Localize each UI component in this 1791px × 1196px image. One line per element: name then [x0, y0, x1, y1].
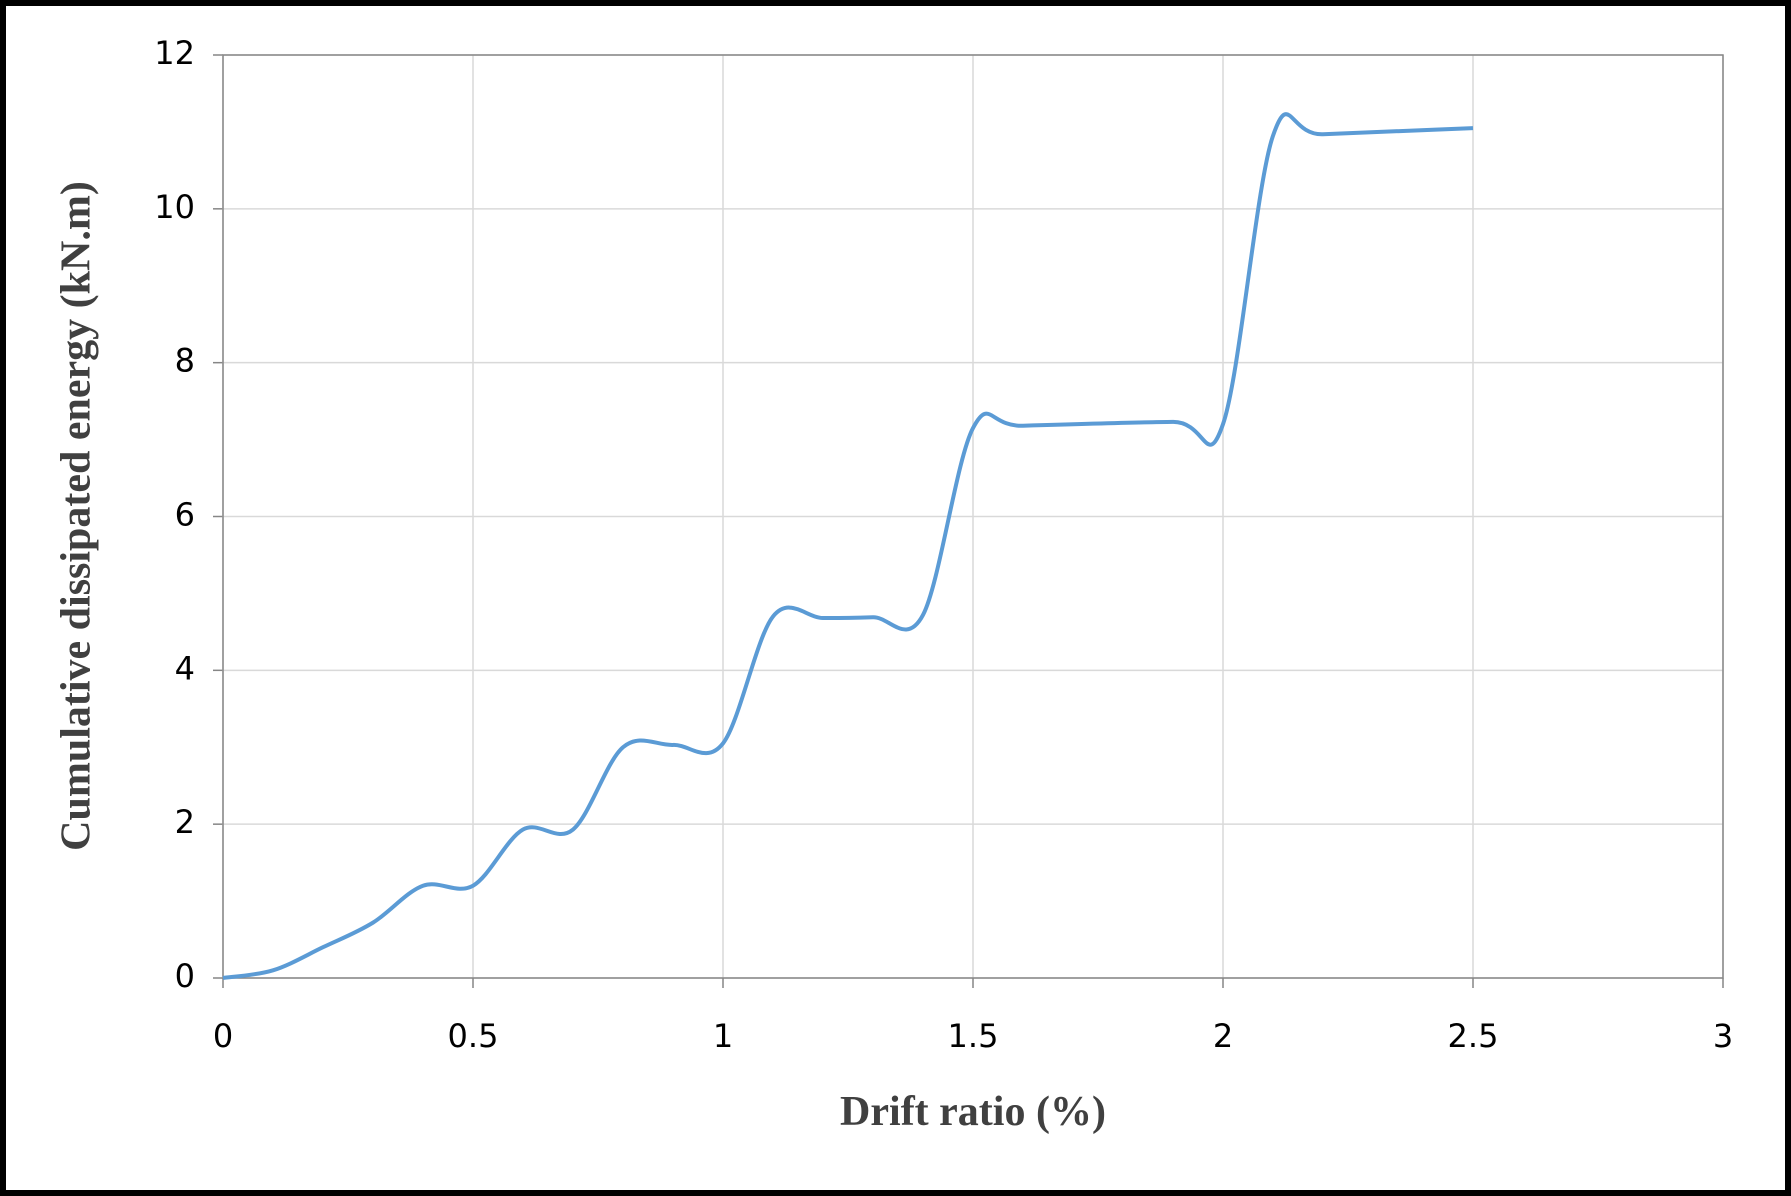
y-tick-label: 8 — [175, 342, 195, 380]
x-tick-label: 0.5 — [448, 1017, 499, 1055]
y-tick-label: 6 — [175, 496, 195, 534]
y-tick-label: 10 — [154, 188, 195, 226]
x-tick-label: 0 — [213, 1017, 233, 1055]
y-tick-label: 2 — [175, 803, 195, 841]
x-tick-label: 1 — [713, 1017, 733, 1055]
x-tick-label: 3 — [1713, 1017, 1733, 1055]
x-tick-label: 2 — [1213, 1017, 1233, 1055]
y-axis-title: Cumulative dissipated energy (kN.m) — [54, 181, 100, 851]
x-axis-title: Drift ratio (%) — [840, 1089, 1106, 1135]
data-line — [222, 112, 1474, 980]
y-tick-label: 0 — [175, 957, 195, 995]
y-tick-label: 12 — [154, 34, 195, 72]
y-tick-label: 4 — [175, 649, 195, 687]
x-tick-label: 2.5 — [1448, 1017, 1499, 1055]
x-tick-label: 1.5 — [948, 1017, 999, 1055]
plot-border — [222, 54, 1724, 979]
